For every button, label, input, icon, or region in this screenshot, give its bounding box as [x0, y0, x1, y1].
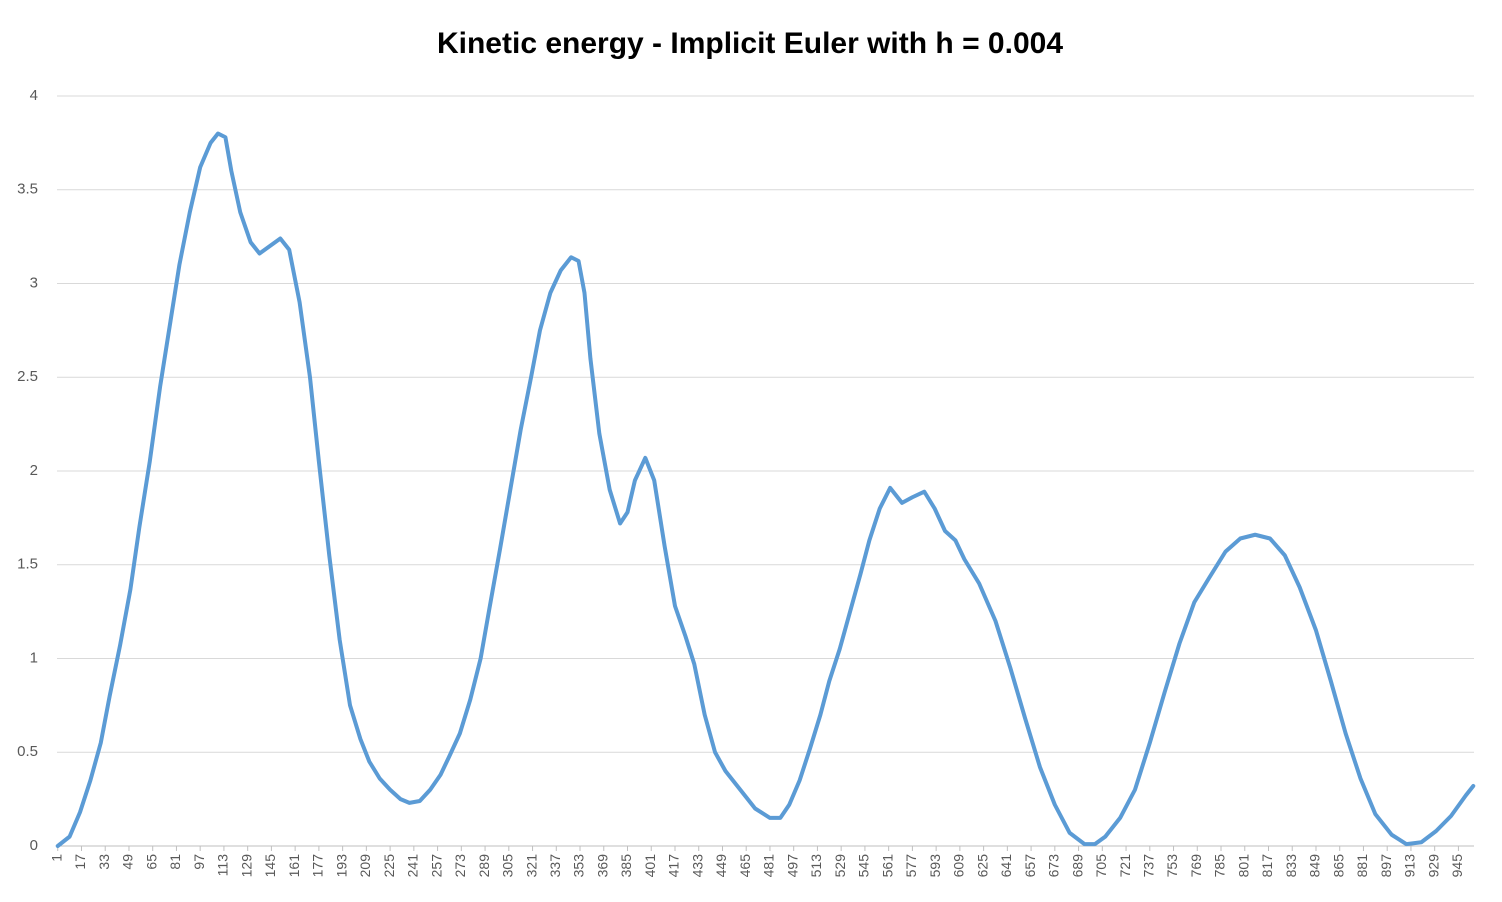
x-tick-label: 865 — [1330, 854, 1346, 878]
x-tick-label: 801 — [1235, 854, 1251, 878]
x-tick-label: 97 — [191, 854, 207, 870]
x-tick-label: 401 — [642, 854, 658, 878]
x-tick-label: 177 — [310, 854, 326, 878]
y-tick-label: 3.5 — [17, 181, 38, 198]
x-tick-label: 545 — [856, 854, 872, 878]
x-tick-label: 769 — [1188, 854, 1204, 878]
x-tick-label: 193 — [333, 854, 349, 878]
x-tick-label: 33 — [96, 854, 112, 870]
x-tick-label: 945 — [1449, 854, 1465, 878]
x-tick-label: 417 — [666, 854, 682, 878]
y-tick-label: 3 — [30, 274, 38, 291]
x-tick-label: 641 — [998, 854, 1014, 878]
x-tick-label: 17 — [72, 854, 88, 870]
y-tick-label: 0.5 — [17, 743, 38, 760]
x-tick-label: 1 — [48, 854, 64, 862]
x-tick-label: 737 — [1140, 854, 1156, 878]
x-tick-label: 465 — [737, 854, 753, 878]
x-tick-label: 577 — [903, 854, 919, 878]
data-line — [55, 131, 1476, 848]
x-tick-label: 225 — [381, 854, 397, 878]
x-tick-label: 145 — [262, 854, 278, 878]
y-tick-label: 2.5 — [17, 368, 38, 385]
x-tick-label: 433 — [689, 854, 705, 878]
x-tick-label: 513 — [808, 854, 824, 878]
x-tick-label: 49 — [120, 854, 136, 870]
x-tick-label: 305 — [500, 854, 516, 878]
x-tick-label: 273 — [452, 854, 468, 878]
x-tick-label: 817 — [1259, 854, 1275, 878]
x-tick-label: 321 — [523, 854, 539, 878]
x-tick-label: 481 — [761, 854, 777, 878]
x-tick-label: 881 — [1354, 854, 1370, 878]
x-tick-label: 561 — [879, 854, 895, 878]
x-tick-label: 113 — [215, 854, 231, 877]
x-tick-label: 753 — [1164, 854, 1180, 878]
x-tick-label: 289 — [476, 854, 492, 878]
x-tick-label: 609 — [951, 854, 967, 878]
x-tick-label: 705 — [1093, 854, 1109, 878]
x-tick-label: 673 — [1046, 854, 1062, 878]
x-tick-label: 721 — [1117, 854, 1133, 878]
x-tick-label: 689 — [1069, 854, 1085, 878]
x-tick-label: 929 — [1425, 854, 1441, 878]
x-tick-label: 209 — [357, 854, 373, 878]
y-tick-label: 0 — [30, 837, 38, 854]
x-tick-label: 337 — [547, 854, 563, 878]
x-tick-label: 129 — [238, 854, 254, 878]
x-tick-label: 385 — [618, 854, 634, 878]
x-tick-label: 257 — [428, 854, 444, 878]
x-tick-label: 65 — [143, 854, 159, 870]
x-tick-label: 241 — [405, 854, 421, 878]
x-tick-label: 625 — [974, 854, 990, 878]
x-tick-label: 81 — [167, 854, 183, 870]
y-tick-label: 1 — [30, 649, 38, 666]
x-tick-label: 353 — [571, 854, 587, 878]
x-tick-label: 529 — [832, 854, 848, 878]
chart-title: Kinetic energy - Implicit Euler with h =… — [437, 27, 1063, 60]
x-tick-label: 833 — [1283, 854, 1299, 878]
x-tick-label: 657 — [1022, 854, 1038, 878]
x-tick-label: 849 — [1307, 854, 1323, 878]
x-tick-label: 449 — [713, 854, 729, 878]
y-tick-label: 2 — [30, 462, 38, 479]
y-tick-label: 1.5 — [17, 556, 38, 573]
y-tick-label: 4 — [30, 87, 38, 104]
x-tick-label: 593 — [927, 854, 943, 878]
x-tick-label: 913 — [1402, 854, 1418, 878]
x-tick-label: 497 — [784, 854, 800, 878]
x-tick-label: 369 — [594, 854, 610, 878]
x-tick-label: 785 — [1212, 854, 1228, 878]
x-tick-label: 897 — [1378, 854, 1394, 878]
x-tick-label: 161 — [286, 854, 302, 878]
